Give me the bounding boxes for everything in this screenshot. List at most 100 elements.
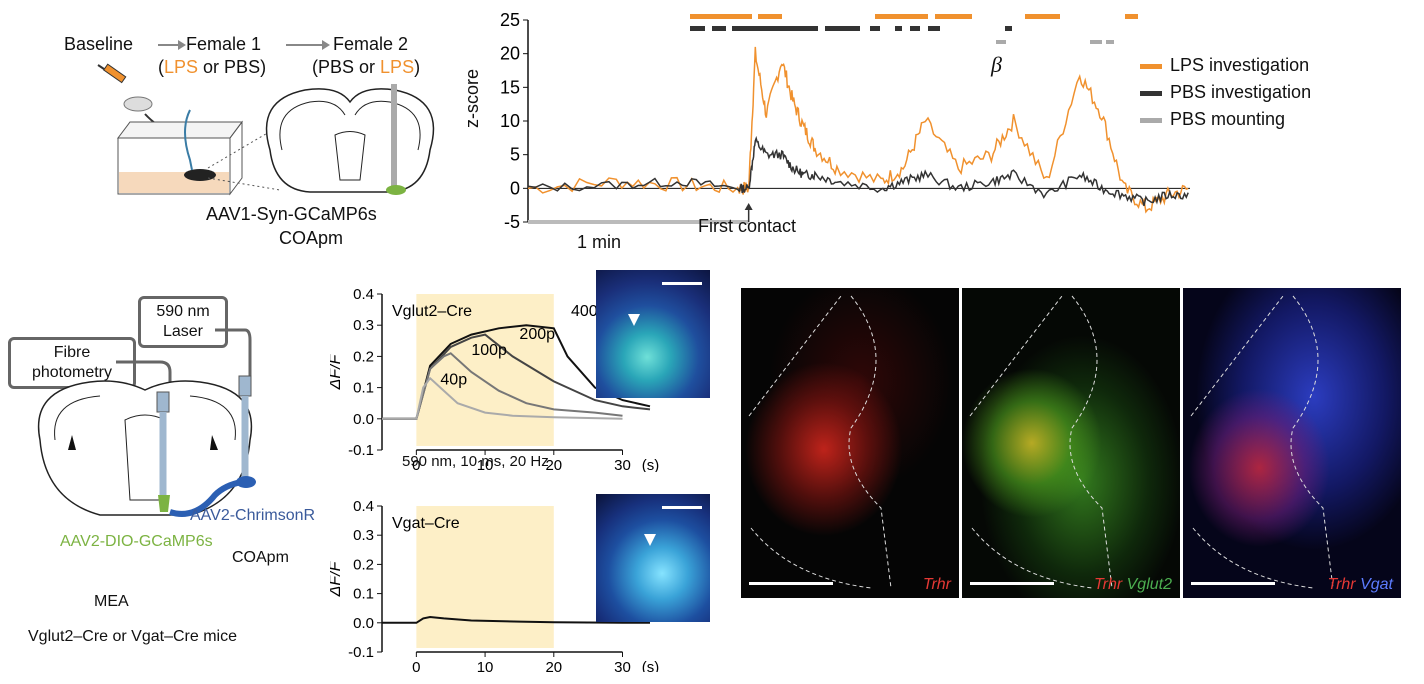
x-unit-label: (s)	[642, 659, 660, 672]
aav2-chrimson-label: AAV2-ChrimsonR	[190, 507, 316, 524]
female1-sub: (LPS or PBS)	[158, 57, 267, 77]
trhr-label: Trhr	[1094, 576, 1123, 593]
cage-icon	[117, 109, 243, 196]
syringe-icon	[97, 63, 127, 84]
x-tick-label: 20	[545, 457, 562, 472]
y-tick-label: 0.2	[353, 556, 374, 573]
x-tick-label: 30	[614, 457, 631, 472]
scale-bar	[662, 282, 702, 285]
scale-bar	[528, 220, 749, 224]
mounting-epoch-bar	[1106, 40, 1114, 44]
pbs-epoch-bar	[825, 26, 860, 31]
vgat-chart: 0.4 0.3 0.2 0.1 0.0 -0.1 0 10 20 30 (s) ΔF/F Vgat–Cr…	[330, 498, 660, 672]
chart-title: Vgat–Cre	[392, 515, 460, 532]
legend-swatch	[1140, 91, 1162, 96]
pbs-or-text: PBS or	[318, 57, 376, 77]
pbs-epoch-bar	[910, 26, 920, 31]
trace-40p	[382, 376, 623, 420]
x-unit-label: (s)	[642, 457, 660, 472]
x-tick-label: 0	[412, 659, 420, 672]
trhr-vgat-image: Trhr Vgat	[1183, 288, 1401, 598]
y-tick-label: 15	[500, 77, 520, 97]
pbs-epoch-bar	[732, 26, 818, 31]
y-tick-label: 0.2	[353, 348, 374, 365]
coapm-label-c: COApm	[232, 549, 289, 566]
vgat-label: Vgat	[1360, 576, 1393, 593]
or-pbs-text: or PBS	[203, 57, 261, 77]
pulse-label: 40p	[440, 371, 467, 388]
pbs-epoch-bar	[928, 26, 940, 31]
scale-bar	[749, 582, 833, 585]
arrowhead-icon	[628, 314, 640, 326]
y-tick-label: 0	[510, 178, 520, 198]
lps-epoch-bar	[728, 14, 752, 19]
beta-label: β	[991, 52, 1002, 77]
x-tick-label: 0	[412, 457, 420, 472]
y-tick-label: 0.0	[353, 411, 374, 428]
laser-label: 590 nm Laser	[156, 303, 210, 340]
vgat-histology-image	[596, 494, 710, 622]
stim-label: 590 nm, 10 ms, 20 Hz	[402, 453, 549, 470]
pulse-label: 200p	[519, 326, 555, 343]
legend-swatch	[1140, 64, 1162, 69]
lps-text-2: LPS	[380, 57, 415, 77]
lps-epoch-bar	[1125, 14, 1138, 19]
legend-swatch	[1140, 118, 1162, 123]
y-tick-label: -0.1	[348, 442, 374, 459]
legend-label: PBS mounting	[1170, 109, 1286, 129]
mea-label: MEA	[94, 593, 129, 610]
trhr-image: Trhr	[741, 288, 959, 598]
aav2-dio-label: AAV2-DIO-GCaMP6s	[60, 533, 213, 550]
y-axis-label: ΔF/F	[330, 560, 344, 597]
pbs-epoch-bar	[712, 26, 726, 31]
mouse-icon	[123, 96, 153, 112]
mouse-icon	[184, 169, 216, 181]
lps-text: LPS	[164, 57, 199, 77]
lps-epoch-bar	[1025, 14, 1060, 19]
scale-bar	[970, 582, 1054, 585]
y-tick-label: 0.1	[353, 586, 374, 603]
pbs-epoch-bar	[895, 26, 902, 31]
arrow-icon	[178, 40, 186, 50]
brain-optogenetics-icon	[37, 328, 256, 517]
first-contact-label: First contact	[698, 216, 797, 236]
y-tick-label: 0.3	[353, 527, 374, 544]
scale-bar	[662, 506, 702, 509]
chart-title: Vglut2–Cre	[392, 303, 472, 320]
coapm-label: COApm	[279, 228, 344, 248]
mice-label: Vglut2–Cre or Vgat–Cre mice	[28, 628, 237, 645]
trhr-vgat-labels: Trhr Vgat	[1327, 576, 1393, 594]
vglut2-histology-image	[596, 270, 710, 398]
lps-epoch-bar	[758, 14, 782, 19]
lps-epoch-bar	[690, 14, 728, 19]
schematic-cage-brain	[97, 40, 435, 196]
y-tick-label: 25	[500, 10, 520, 30]
y-tick-label: -5	[504, 212, 520, 232]
pbs-trace	[527, 135, 1189, 207]
trhr-label: Trhr	[922, 576, 951, 593]
y-tick-label: -0.1	[348, 644, 374, 661]
y-tick-label: 5	[510, 145, 520, 165]
y-axis-label: ΔF/F	[330, 353, 344, 390]
baseline-label: Baseline	[64, 34, 134, 54]
trhr-label: Trhr	[1327, 576, 1356, 593]
scale-bar	[1191, 582, 1275, 585]
y-tick-label: 0.0	[353, 615, 374, 632]
fibre-label: Fibre photometry	[31, 344, 113, 381]
trace-vgat	[382, 615, 650, 624]
aav1-label: AAV1-Syn-GCaMP6s	[206, 204, 377, 224]
x-tick-label: 10	[477, 659, 494, 672]
y-tick-label: 10	[500, 111, 520, 131]
pbs-epoch-bar	[1005, 26, 1012, 31]
y-tick-label: 0.4	[353, 286, 374, 303]
arrowhead-icon	[644, 534, 656, 546]
x-tick-label: 10	[477, 457, 494, 472]
brain-section-icon	[265, 84, 435, 195]
stimulus-window	[416, 294, 554, 446]
pbs-epoch-bar	[870, 26, 880, 31]
scale-bar-label: 1 min	[577, 232, 622, 252]
arrow-icon	[322, 40, 330, 50]
laser-box: 590 nm Laser	[138, 296, 228, 348]
arrowhead-icon	[744, 203, 753, 210]
y-tick-label: 0.4	[353, 498, 374, 515]
